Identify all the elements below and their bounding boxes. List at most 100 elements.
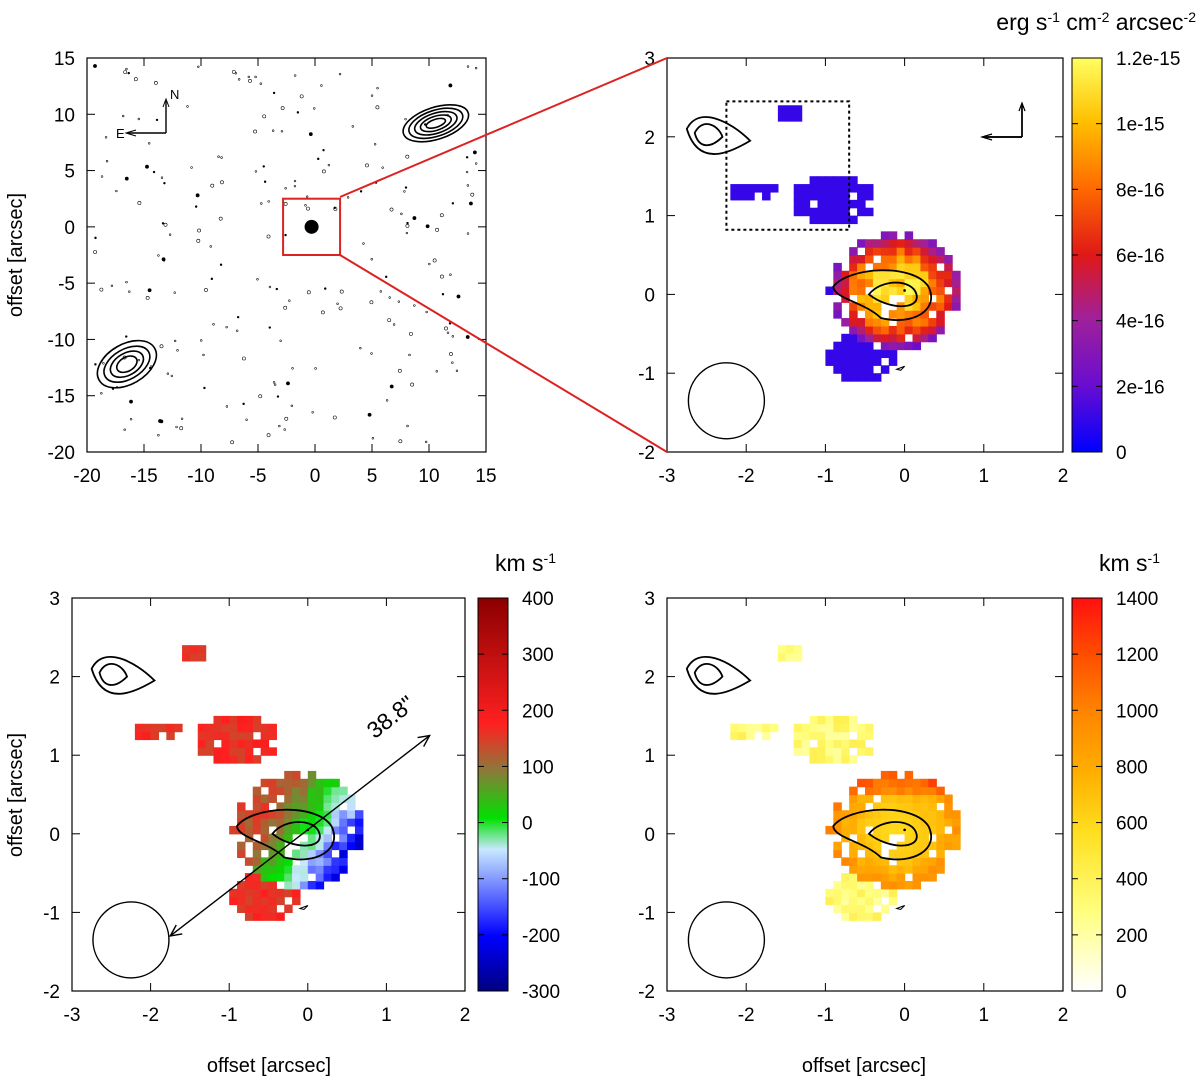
flux-colorbar-tick-label: 8e-16	[1116, 180, 1165, 201]
flux-pixel	[785, 105, 795, 114]
overview-noise-speck	[397, 300, 401, 303]
dispersion-panel: -3 -2 -1 0 1 23210-1-214001200100080060040020…	[638, 101, 1158, 1026]
disp-pixel	[730, 731, 739, 741]
vel-pixel	[260, 912, 270, 921]
flux-pixel	[920, 239, 929, 248]
disp-pixel	[841, 912, 850, 921]
flux-pixel	[762, 184, 771, 193]
disp-pixel	[896, 857, 906, 866]
flux-pixel	[912, 278, 922, 288]
vel-pixel	[182, 645, 191, 654]
disp-pixel	[944, 810, 953, 819]
flux-pixel	[904, 231, 914, 240]
overview-noise-speck	[359, 190, 363, 193]
disp-pixel	[936, 841, 945, 851]
flux-ytick-label: -1	[638, 364, 655, 385]
vel-pixel	[292, 888, 301, 898]
overview-noise-speck	[225, 405, 229, 408]
flux-pixel	[849, 278, 858, 288]
flux-pixel	[841, 286, 850, 295]
vel-xtick-label: -2	[142, 1005, 159, 1026]
overview-noise-speck	[305, 195, 309, 198]
overview-noise-speck	[195, 193, 200, 198]
vel-pixel	[268, 747, 277, 756]
vel-frame	[71, 597, 466, 992]
overview-noise-speck	[404, 186, 408, 189]
vel-pixel	[244, 857, 254, 866]
vel-pixel	[347, 818, 356, 827]
overview-noise-speck	[145, 295, 150, 300]
vel-pixel	[292, 873, 301, 882]
disp-pixel	[817, 723, 826, 733]
disp-colorbar-tick-label: 1000	[1116, 701, 1158, 722]
flux-pixel	[833, 349, 842, 359]
overview-noise-speck	[258, 394, 263, 399]
vel-pixel	[268, 833, 277, 843]
disp-pixel	[936, 825, 945, 835]
vel-pixel	[252, 825, 262, 835]
vel-pixel	[237, 888, 246, 898]
disp-pixel	[928, 825, 937, 835]
disp-pixel	[944, 802, 953, 811]
vel-pixel	[339, 810, 348, 819]
disp-pixel	[793, 739, 803, 748]
disp-pixel	[904, 818, 914, 827]
disp-ytick-label: 0	[644, 825, 655, 846]
flux-pixel	[785, 113, 795, 122]
overview-noise-speck	[474, 66, 478, 70]
overview-noise-speck	[186, 105, 189, 108]
overview-noise-speck	[230, 440, 234, 445]
disp-pixel	[849, 896, 858, 906]
vel-pixel	[323, 778, 332, 788]
vel-pixel	[292, 896, 301, 906]
flux-colorbar-tick-label: 0	[1116, 443, 1127, 464]
disp-pixel	[817, 747, 826, 756]
disp-pixel	[904, 857, 914, 866]
flux-pixel	[833, 199, 842, 209]
overview-noise-speck	[283, 305, 288, 310]
vel-pixel	[276, 912, 285, 921]
disp-pixel	[952, 818, 961, 827]
vel-knot-outer	[90, 656, 156, 695]
vel-colorbar-tick-label: 100	[522, 757, 554, 778]
overview-noise-speck	[400, 212, 403, 216]
vel-pixel	[260, 880, 270, 890]
overview-xtick-label: 15	[475, 466, 496, 487]
vel-pixel	[260, 888, 270, 898]
overview-noise-speck	[179, 426, 184, 431]
overview-noise-speck	[168, 233, 172, 236]
overview-galaxy-contour-ne	[425, 117, 447, 129]
vel-pixel	[323, 833, 332, 843]
vel-colorbar-tick-label: -100	[522, 870, 560, 891]
overview-noise-speck	[253, 129, 258, 134]
overview-noise-speck	[262, 165, 265, 168]
flux-pixel	[928, 278, 937, 288]
flux-pixel	[928, 247, 937, 256]
flux-pixel	[904, 294, 914, 303]
flux-contour-outer	[832, 269, 932, 321]
flux-ytick-label: 0	[644, 285, 655, 306]
flux-pixel	[880, 278, 890, 288]
disp-pixel	[841, 723, 850, 733]
vel-pixel	[339, 786, 348, 796]
vel-knot-inner	[98, 663, 129, 686]
flux-pixel	[872, 302, 882, 311]
flux-pixel	[857, 349, 866, 359]
vel-pixel	[339, 849, 348, 858]
disp-pixel	[825, 888, 834, 898]
flux-pixel	[833, 207, 842, 217]
vel-pixel	[284, 873, 293, 882]
disp-pixel	[833, 888, 842, 898]
disp-pixel	[904, 794, 914, 803]
disp-pixel	[872, 857, 882, 866]
overview-noise-speck	[94, 236, 97, 240]
vel-pixel	[260, 723, 270, 733]
flux-pixel	[896, 325, 906, 335]
flux-pixel	[880, 286, 890, 295]
flux-dotted-box	[725, 100, 851, 231]
disp-contour-inner	[867, 821, 918, 847]
overview-compass-e-label: E	[116, 126, 125, 141]
vel-pixel	[244, 739, 254, 748]
flux-xtick-label: -2	[738, 466, 755, 487]
flux-xtick-label: 1	[979, 466, 990, 487]
